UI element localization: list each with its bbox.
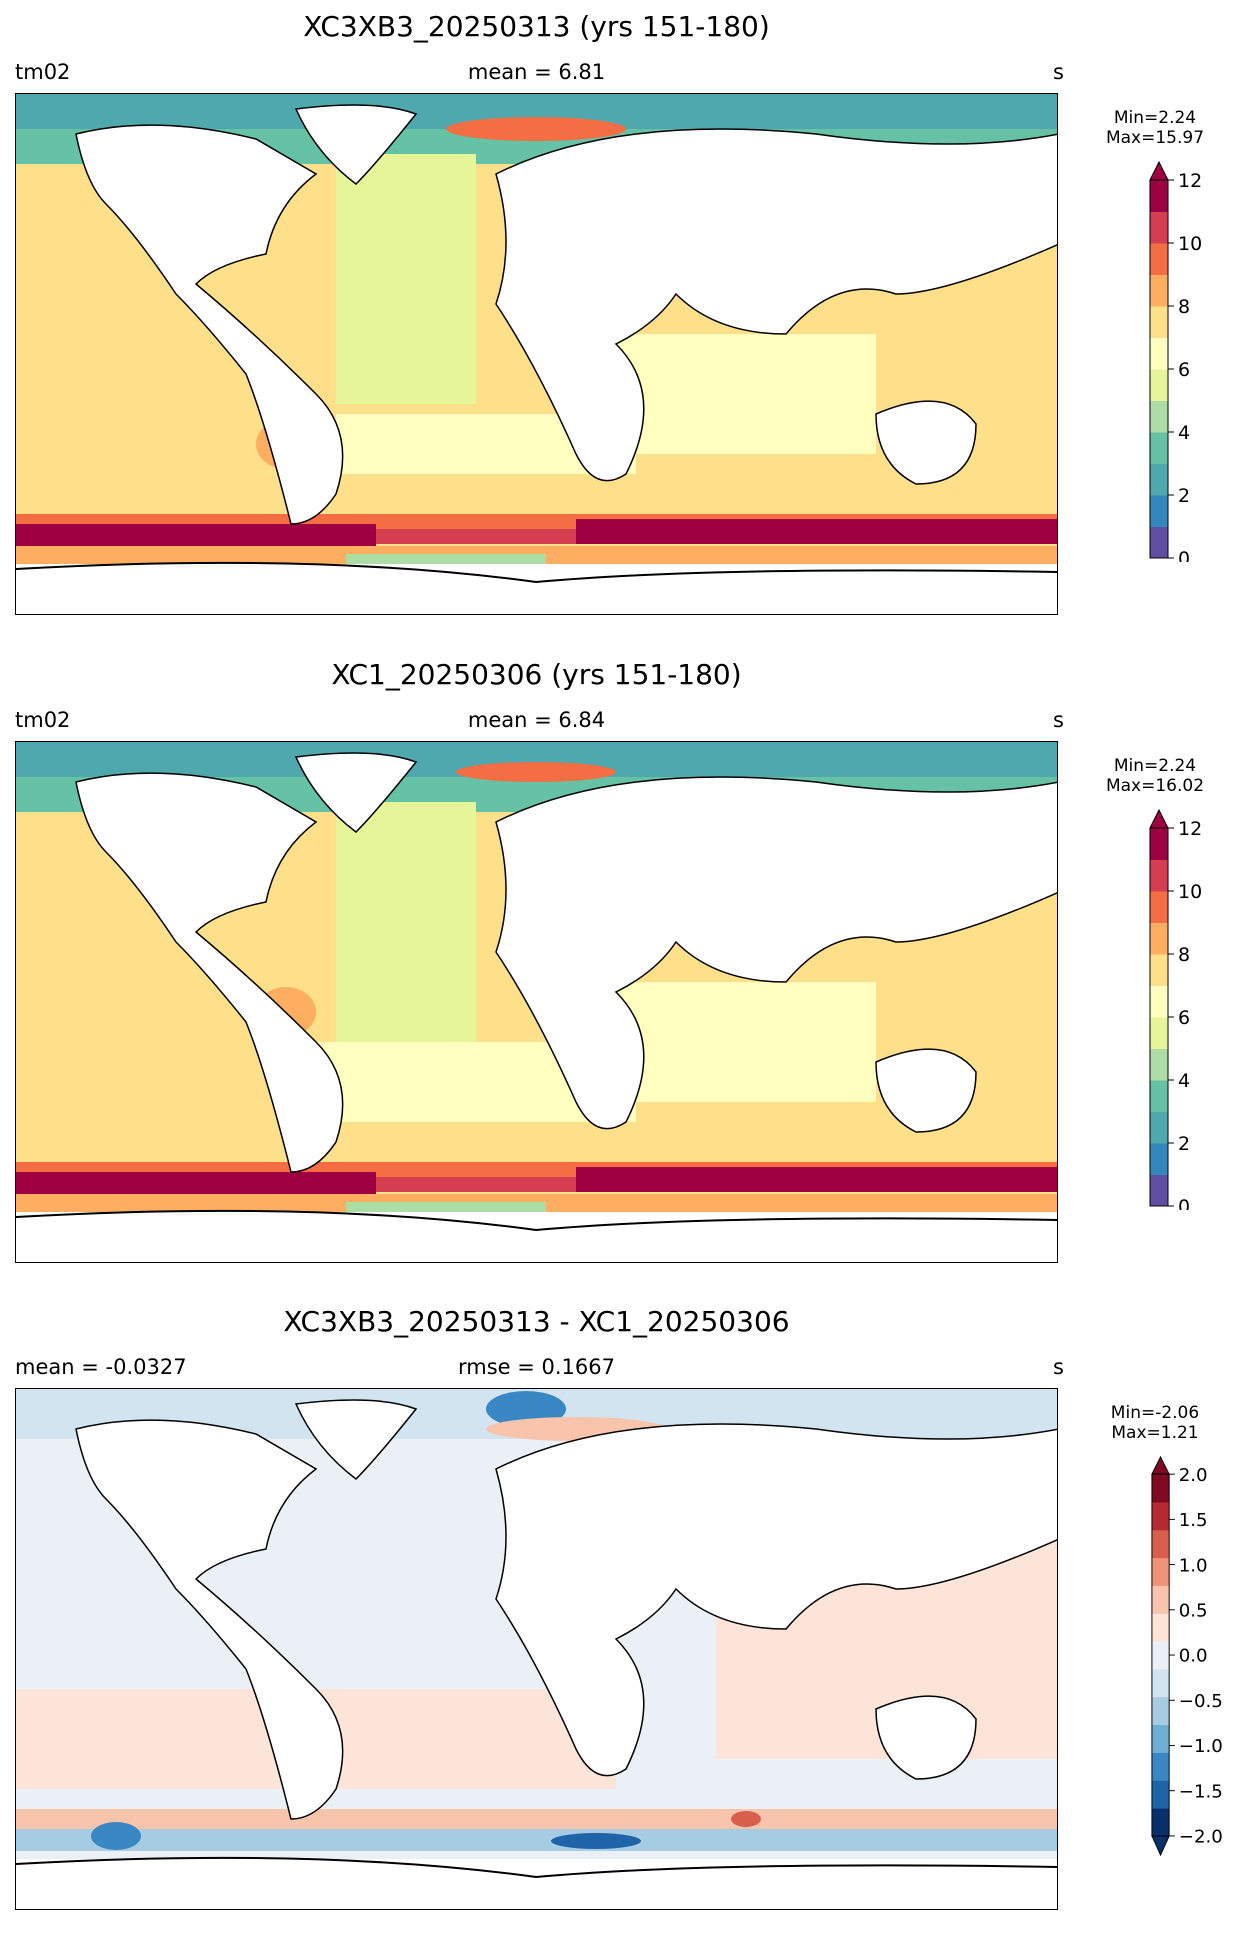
colorbar-segment (1150, 922, 1168, 955)
colorbar-tick-label: 12 (1178, 818, 1202, 840)
colorbar-segment (1150, 828, 1168, 860)
colorbar-segment (1150, 1111, 1168, 1144)
colorbar-segment (1150, 954, 1168, 986)
panel-3-center-label: rmse = 0.1667 (457, 1355, 615, 1379)
colorbar-segment (1150, 891, 1168, 923)
colorbar-segment (1151, 1696, 1170, 1726)
colorbar-tick-label: −1.0 (1179, 1736, 1223, 1757)
colorbar-segment (1150, 1174, 1168, 1207)
panel-2-map (15, 741, 1058, 1263)
panel-1-units-label: s (1053, 60, 1064, 84)
colorbar-segment (1150, 526, 1168, 559)
colorbar-segment (1151, 1668, 1170, 1698)
colorbar-tick-label: 1.0 (1179, 1555, 1208, 1576)
colorbar-tick-label: −1.5 (1179, 1781, 1223, 1802)
panel-2-title: XC1_20250306 (yrs 151-180) (331, 658, 742, 691)
panel-1-colorbar: 0 2 4 6 8 10 12 (1149, 160, 1202, 562)
colorbar-tick-label: 10 (1178, 881, 1202, 903)
panel-1-title: XC3XB3_20250313 (yrs 151-180) (303, 10, 770, 43)
panel-2-center-label: mean = 6.84 (467, 708, 606, 732)
panel-1-minmax: Min=2.24 Max=15.97 (1085, 108, 1225, 148)
colorbar-tick-label: 1.5 (1179, 1510, 1208, 1531)
colorbar-tick-label: −2.0 (1179, 1827, 1223, 1848)
colorbar-segment (1150, 1080, 1168, 1112)
colorbar-segment (1150, 432, 1168, 464)
colorbar-tick-label: 2.0 (1179, 1465, 1208, 1486)
panel-1-center-label: mean = 6.81 (467, 60, 606, 84)
colorbar-tick-label: 12 (1178, 170, 1202, 192)
colorbar-tick-label: 0 (1178, 548, 1190, 562)
colorbar-segment (1151, 1501, 1170, 1531)
panel-2-max-label: Max=16.02 (1105, 776, 1205, 796)
panel-3-units-label: s (1053, 1355, 1064, 1379)
colorbar-segment (1150, 985, 1168, 1018)
panel-3-minmax: Min=-2.06 Max=1.21 (1085, 1403, 1225, 1443)
colorbar-tick-label: −0.5 (1179, 1691, 1223, 1712)
colorbar-segment (1150, 859, 1168, 892)
colorbar-tick-label: 4 (1178, 422, 1190, 444)
colorbar-extend-max (1149, 160, 1169, 181)
colorbar-segment (1150, 369, 1168, 401)
colorbar-tick-label: 8 (1178, 296, 1190, 318)
colorbar-segment (1150, 495, 1168, 527)
colorbar-segment (1151, 1752, 1170, 1781)
colorbar-segment (1150, 1017, 1168, 1049)
panel-3: XC3XB3_20250313 - XC1_20250306 mean = -0… (0, 1295, 1257, 1940)
colorbar-segment (1151, 1808, 1170, 1837)
colorbar-segment (1150, 1048, 1168, 1081)
panel-3-min-label: Min=-2.06 (1110, 1403, 1200, 1423)
colorbar-segment (1150, 400, 1168, 433)
panel-2-units-label: s (1053, 708, 1064, 732)
panel-2-left-label: tm02 (15, 708, 71, 732)
colorbar-tick-label: 0 (1178, 1196, 1190, 1210)
panel-3-title: XC3XB3_20250313 - XC1_20250306 (283, 1305, 790, 1338)
colorbar-tick-label: 0.0 (1179, 1646, 1208, 1667)
colorbar-tick-label: 6 (1178, 359, 1190, 381)
colorbar-segment (1150, 306, 1168, 338)
colorbar-tick-label: 2 (1178, 1133, 1190, 1155)
panel-1: XC3XB3_20250313 (yrs 151-180) tm02 mean … (0, 0, 1257, 645)
panel-1-min-label: Min=2.24 (1113, 108, 1197, 128)
panel-3-max-label: Max=1.21 (1111, 1423, 1199, 1443)
panel-1-max-label: Max=15.97 (1105, 128, 1205, 148)
panel-1-left-label: tm02 (15, 60, 71, 84)
colorbar-segment (1151, 1474, 1170, 1503)
colorbar-tick-label: 10 (1178, 233, 1202, 255)
colorbar-segment (1150, 337, 1168, 370)
panel-2-min-label: Min=2.24 (1113, 756, 1197, 776)
colorbar-segment (1151, 1529, 1170, 1559)
colorbar-extend-min (1151, 1835, 1170, 1857)
panel-3-map (15, 1388, 1058, 1910)
panel-2-minmax: Min=2.24 Max=16.02 (1085, 756, 1225, 796)
colorbar-segment (1150, 1143, 1168, 1175)
colorbar-segment (1151, 1724, 1170, 1753)
colorbar-segment (1151, 1557, 1170, 1586)
colorbar-tick-label: 6 (1178, 1007, 1190, 1029)
panel-1-map (15, 93, 1058, 615)
colorbar-segment (1150, 463, 1168, 496)
colorbar-segment (1150, 180, 1168, 212)
colorbar-segment (1151, 1641, 1170, 1670)
colorbar-tick-label: 8 (1178, 944, 1190, 966)
panel-3-colorbar: 2.0 1.5 1.0 0.5 0.0 −0.5 −1.0 −1.5 −2.0 (1151, 1455, 1223, 1857)
panel-3-left-label: mean = -0.0327 (15, 1355, 187, 1379)
colorbar-segment (1150, 243, 1168, 275)
colorbar-segment (1150, 211, 1168, 244)
colorbar-tick-label: 0.5 (1179, 1601, 1208, 1622)
colorbar-segment (1151, 1780, 1170, 1809)
panel-2: XC1_20250306 (yrs 151-180) tm02 mean = 6… (0, 648, 1257, 1293)
colorbar-tick-label: 4 (1178, 1070, 1190, 1092)
colorbar-tick-label: 2 (1178, 485, 1190, 507)
colorbar-extend-max (1149, 808, 1169, 829)
colorbar-segment (1151, 1613, 1170, 1642)
colorbar-extend-max (1151, 1455, 1170, 1475)
colorbar-segment (1150, 274, 1168, 307)
panel-2-colorbar: 0 2 4 6 8 10 12 (1149, 808, 1202, 1210)
colorbar-segment (1151, 1585, 1170, 1614)
colorbar-outline (1151, 1473, 1170, 1837)
